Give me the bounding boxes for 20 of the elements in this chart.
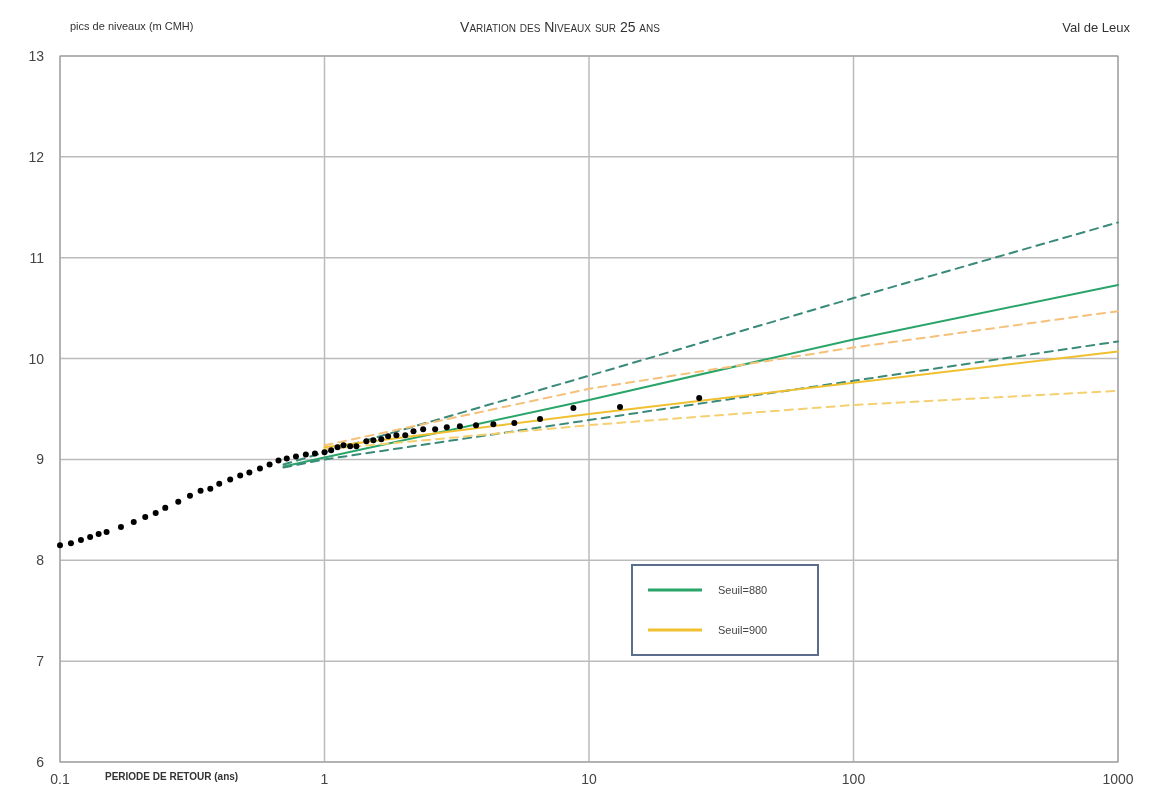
text: Val de Leux bbox=[1062, 20, 1131, 35]
y-tick-label: 11 bbox=[29, 249, 45, 266]
legend-label: Seuil=900 bbox=[718, 624, 768, 636]
x-tick-label: 1 bbox=[320, 771, 329, 787]
x-tick-label: 1000 bbox=[1102, 771, 1134, 787]
legend-label: Seuil=880 bbox=[718, 584, 768, 596]
y-tick-label: 12 bbox=[28, 148, 45, 165]
y-tick-label: 6 bbox=[36, 754, 45, 770]
y-tick-label: 13 bbox=[28, 48, 45, 64]
x-tick-label: 0.1 bbox=[50, 771, 70, 787]
x-tick-label: 10 bbox=[581, 771, 597, 787]
x-tick-label: 100 bbox=[841, 771, 866, 787]
y-axis-title: pics de niveaux (m CMH) bbox=[70, 20, 194, 32]
x-axis-title: PERIODE DE RETOUR (ans) bbox=[105, 771, 239, 782]
y-tick-label: 8 bbox=[36, 552, 45, 569]
chart-title: Variation des Niveaux sur 25 ans bbox=[460, 19, 661, 35]
y-tick-label: 10 bbox=[28, 350, 45, 367]
y-tick-label: 7 bbox=[36, 653, 45, 670]
y-tick-label: 9 bbox=[36, 451, 45, 468]
line-series bbox=[323, 310, 1119, 447]
